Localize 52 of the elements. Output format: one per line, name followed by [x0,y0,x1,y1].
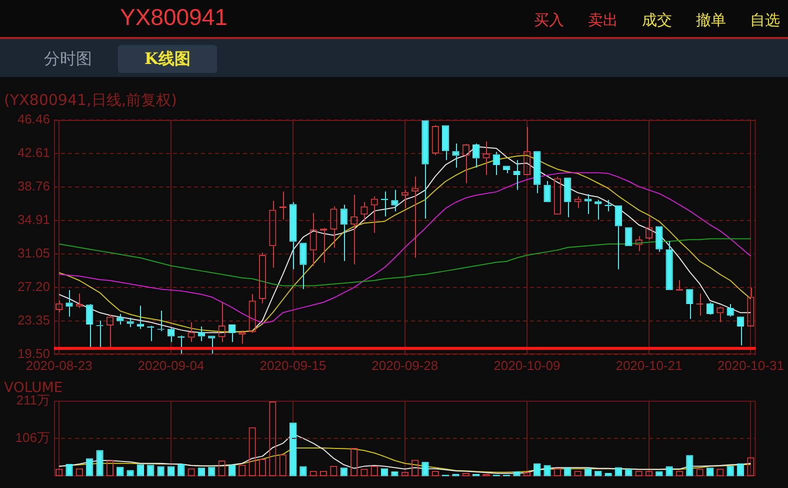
candlestick [666,240,673,290]
candlestick [564,178,572,218]
candlestick [300,242,307,290]
candlestick [126,317,134,328]
candlestick [472,143,480,168]
y-tick-label: 31.05 [17,246,50,261]
bar [686,455,694,476]
candlestick [198,326,206,342]
text: 自选 [750,11,780,29]
bar [66,464,73,476]
candlestick [452,143,460,168]
x-tick-label: 2020-09-28 [372,358,438,373]
candlestick [422,120,429,220]
candlestick [442,125,450,161]
text: 撤单 [696,11,726,29]
candlestick [534,151,541,194]
bar [289,422,297,476]
bar [178,464,185,476]
chart-subtitle: (YX800941,日线,前复权) [4,90,177,109]
y-tick-label: 46.46 [17,112,50,127]
y-tick-label: 42.61 [17,145,50,160]
x-tick-label: 2020-10-09 [494,358,560,373]
x-tick-label: 2020-09-15 [260,358,326,373]
y-tick-label: 38.76 [17,178,50,194]
bar [96,450,104,476]
bar [86,458,94,476]
y-tick-label: 34.91 [17,212,50,227]
y-tick-label: 211万 [16,392,50,408]
candlestick [391,189,398,212]
bar [736,463,744,476]
y-tick-label: 106万 [15,430,50,445]
text: 分时图 [43,48,93,70]
candlestick [503,166,510,174]
x-tick-label: 2020-09-04 [138,358,204,373]
text: 成交 [642,11,672,29]
candlestick [544,180,551,202]
bar [422,462,429,476]
candlestick [614,205,622,270]
chart-title: YX800941 [120,4,228,31]
y-tick-label: 27.20 [17,279,50,294]
candlestick [513,160,520,190]
x-tick-label: 2020-10-31 [717,358,784,373]
text: K线图 [118,45,217,73]
candlestick [66,290,73,318]
bar [534,463,541,476]
candlestick [289,202,297,270]
candlestick [340,204,348,262]
y-tick-label: 23.35 [17,312,50,328]
text: 卖出 [588,11,618,29]
candlestick [686,289,694,320]
x-tick-label: 2020-10-21 [616,358,682,373]
text: 买入 [534,11,564,29]
